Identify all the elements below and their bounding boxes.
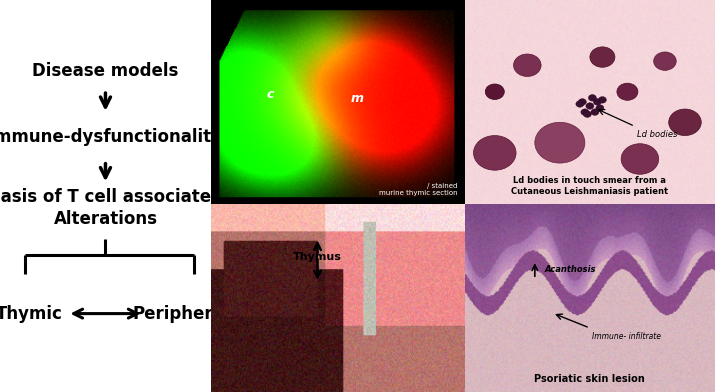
Text: Disease models: Disease models bbox=[32, 62, 179, 80]
Text: c: c bbox=[267, 88, 274, 101]
Text: Ld bodies in touch smear from a
Cutaneous Leishmaniasis patient: Ld bodies in touch smear from a Cutaneou… bbox=[511, 176, 669, 196]
Circle shape bbox=[578, 99, 586, 105]
Circle shape bbox=[669, 109, 701, 136]
Circle shape bbox=[593, 99, 601, 105]
Text: Psoriatic skin lesion: Psoriatic skin lesion bbox=[535, 374, 645, 385]
Circle shape bbox=[535, 122, 585, 163]
Text: Acanthosis: Acanthosis bbox=[545, 265, 596, 274]
Text: Peripheral: Peripheral bbox=[133, 305, 230, 323]
Circle shape bbox=[588, 94, 596, 101]
Circle shape bbox=[473, 136, 516, 170]
Circle shape bbox=[598, 96, 606, 103]
Circle shape bbox=[581, 109, 589, 115]
Text: Ld bodies: Ld bodies bbox=[637, 131, 678, 140]
Circle shape bbox=[596, 105, 604, 111]
Circle shape bbox=[654, 52, 676, 70]
Circle shape bbox=[583, 111, 591, 118]
Circle shape bbox=[591, 109, 599, 115]
Circle shape bbox=[513, 54, 541, 76]
Text: Immune-dysfunctionality: Immune-dysfunctionality bbox=[0, 128, 222, 146]
Text: Thymus: Thymus bbox=[293, 252, 342, 261]
Circle shape bbox=[590, 47, 615, 67]
Text: Thymic: Thymic bbox=[0, 305, 63, 323]
Text: Basis of T cell associated
Alterations: Basis of T cell associated Alterations bbox=[0, 188, 223, 228]
Text: m: m bbox=[350, 92, 363, 105]
Circle shape bbox=[576, 101, 584, 107]
Circle shape bbox=[485, 84, 504, 100]
Circle shape bbox=[586, 103, 594, 109]
Circle shape bbox=[617, 83, 638, 100]
Text: Immune- infiltrate: Immune- infiltrate bbox=[592, 332, 661, 341]
Circle shape bbox=[621, 144, 659, 174]
Text: / stained
murine thymic section: / stained murine thymic section bbox=[378, 183, 457, 196]
